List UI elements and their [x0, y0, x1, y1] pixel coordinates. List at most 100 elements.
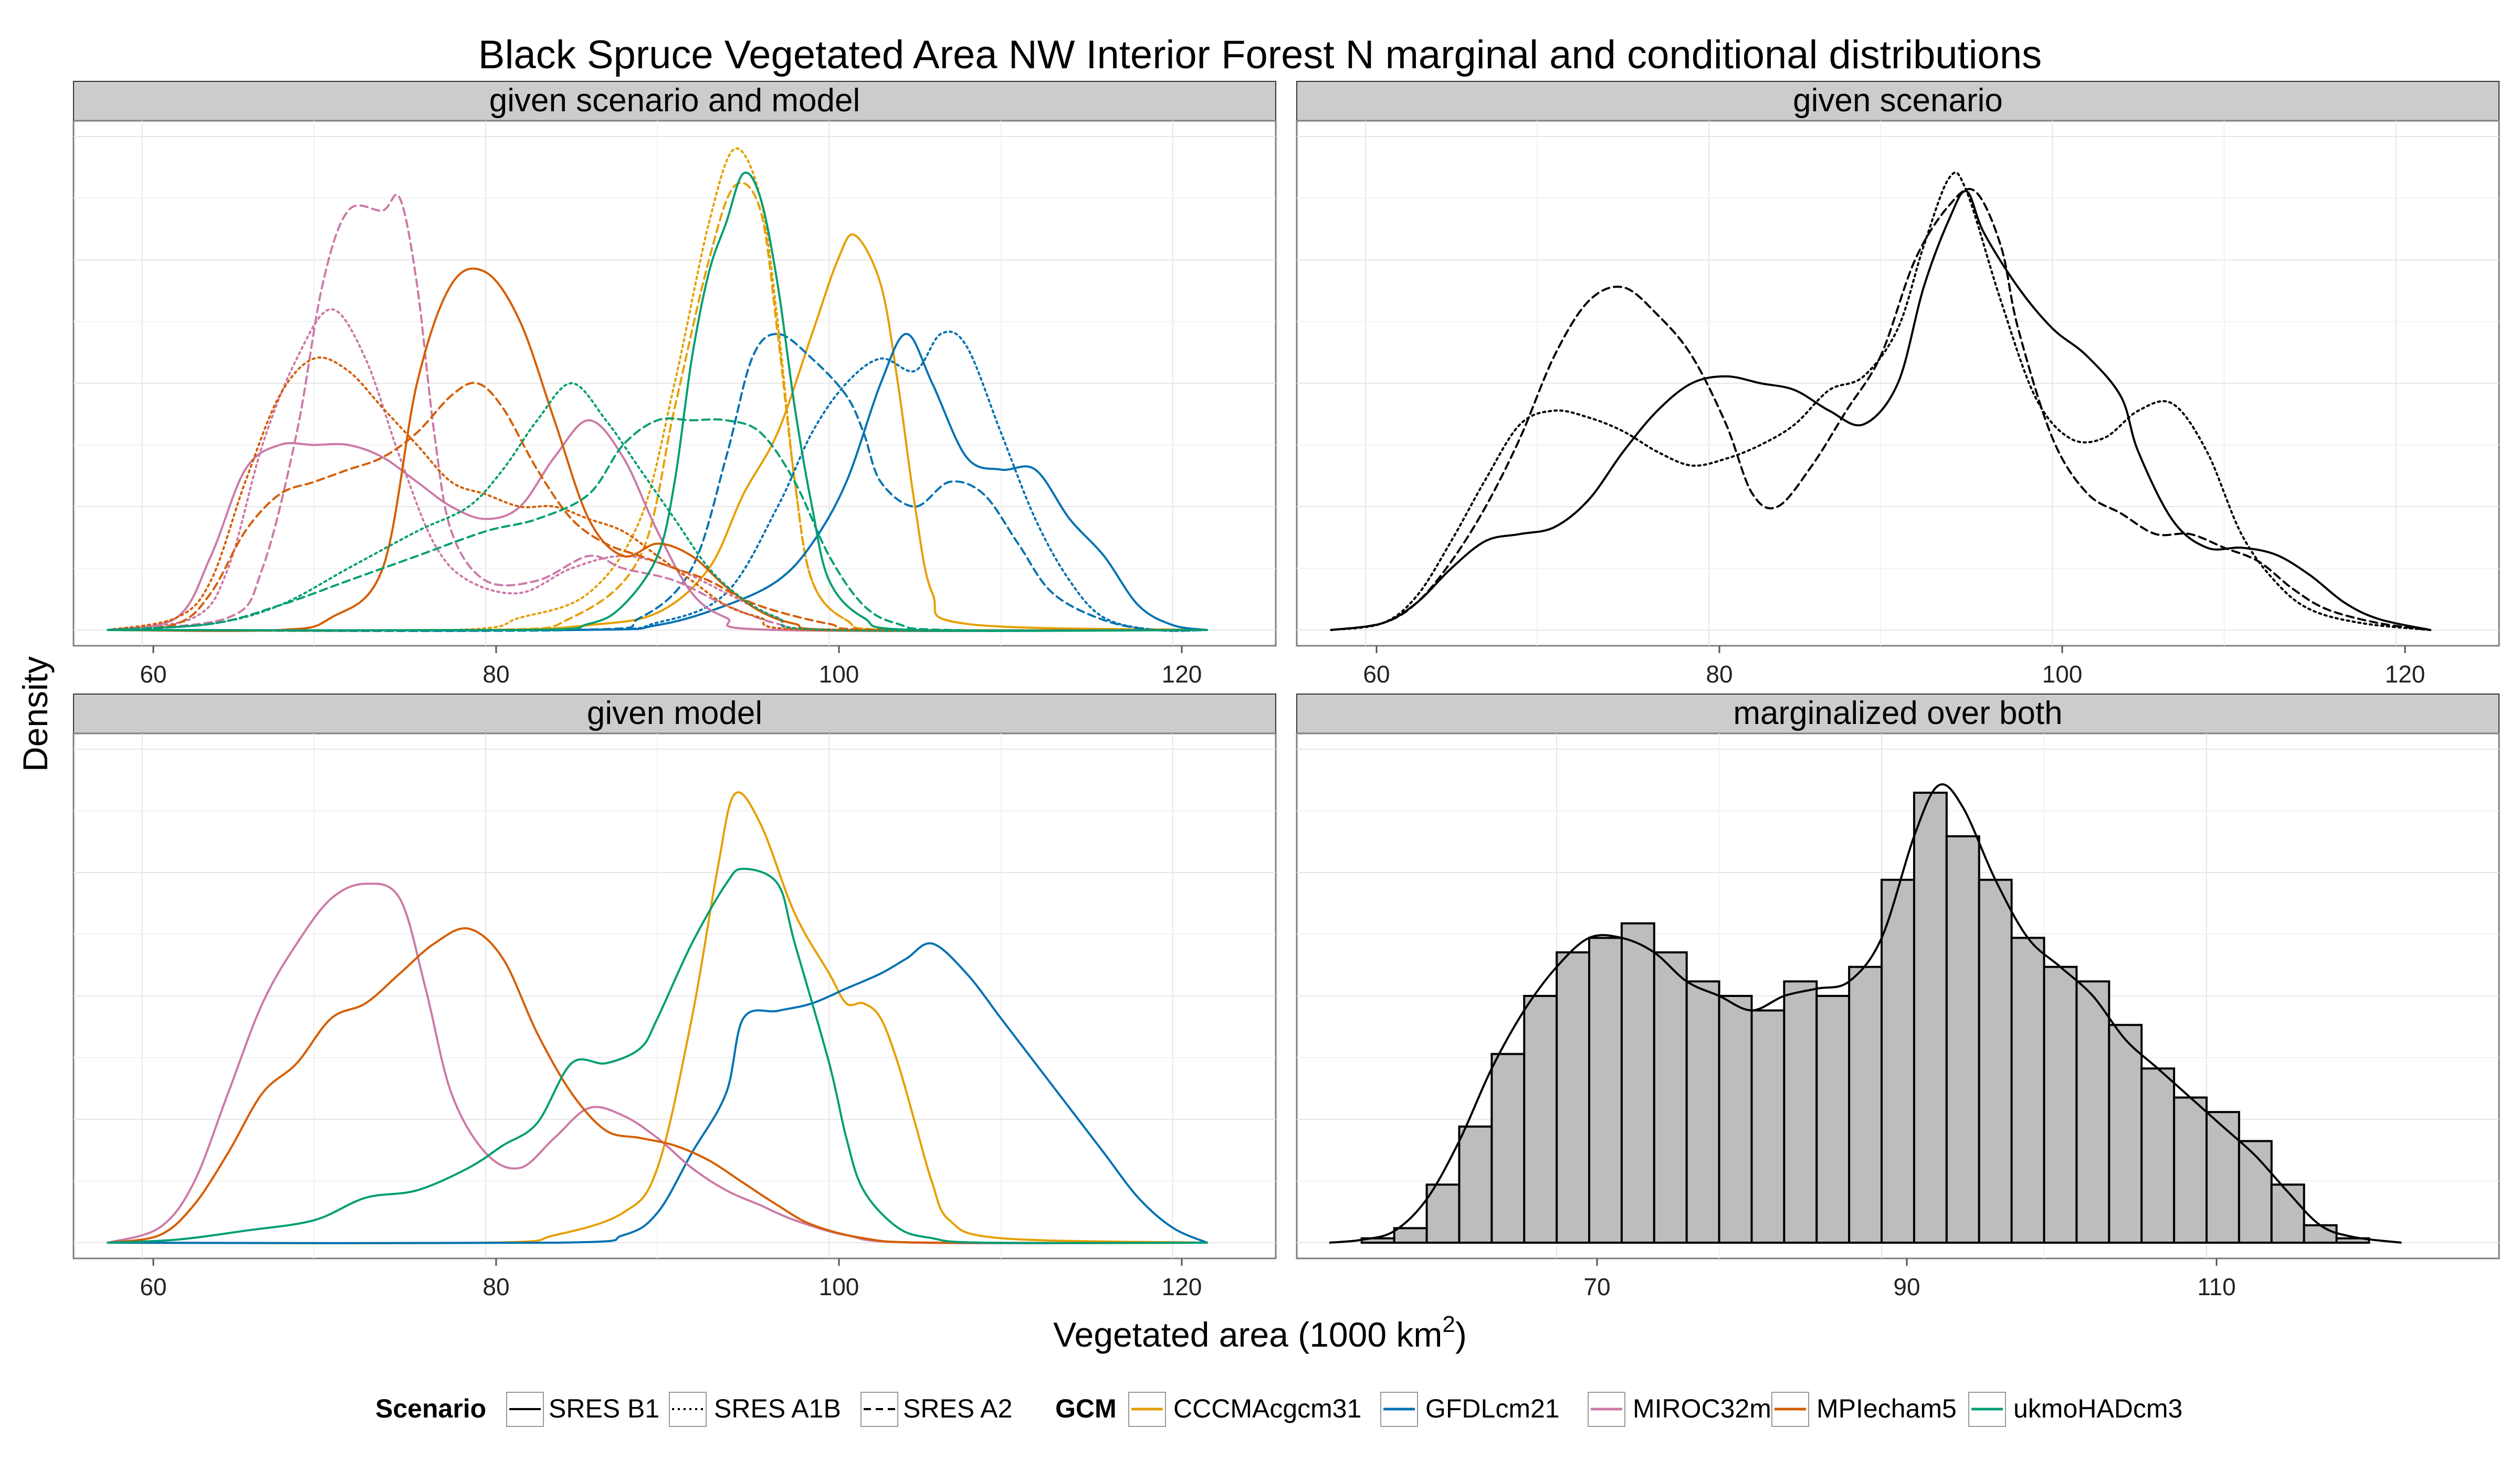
legend: Scenario SRES B1 SRES A1B SRES A2 GCM CC…: [375, 1392, 2182, 1427]
histogram-bar: [2270, 1183, 2305, 1244]
legend-key: [669, 1392, 707, 1427]
histogram-bar: [2075, 980, 2110, 1244]
x-tick-label: 110: [2197, 1273, 2235, 1300]
histogram-bar: [2043, 965, 2078, 1244]
x-axis-ticks: 70 90 110: [1583, 1258, 2236, 1300]
density-line-miroc32m-sres-a2: [107, 193, 1209, 632]
legend-item-gfdlcm21: GFDLcm21: [1380, 1392, 1560, 1427]
histogram-bars: [1360, 791, 2370, 1244]
density-line-ukmohadcm3-sres-b1: [107, 171, 1209, 632]
legend-label: MPIecham5: [1816, 1394, 1957, 1423]
x-axis-title-main: Vegetated area (1000 km: [1053, 1315, 1442, 1354]
density-line-ukmohadcm3-all: [107, 867, 1209, 1244]
x-axis-ticks: 60 80 100 120: [140, 1258, 1202, 1300]
legend-item-mpiecham5: MPIecham5: [1771, 1392, 1957, 1427]
histogram-bar: [1588, 937, 1623, 1244]
x-tick-label: 60: [1363, 660, 1390, 688]
histogram-bar: [2205, 1111, 2240, 1244]
histogram-bar: [1718, 995, 1753, 1244]
density-line-gfdlcm21-sres-a2: [107, 333, 1209, 632]
legend-label: SRES A1B: [714, 1394, 841, 1423]
histogram-bar: [2108, 1024, 2143, 1244]
strip-label: given scenario and model: [489, 82, 860, 119]
density-lines: [1330, 171, 2432, 631]
legend-label: GFDLcm21: [1425, 1394, 1560, 1423]
legend-item-sres-a2: SRES A2: [860, 1392, 1012, 1427]
x-tick-label: 100: [2042, 660, 2083, 688]
strip-background: [73, 694, 1276, 734]
density-line-gfdlcm21-sres-b1: [107, 333, 1209, 632]
strip-label: given scenario: [1793, 82, 2003, 119]
histogram-bar: [1458, 1125, 1493, 1244]
x-tick-label: 80: [1706, 660, 1732, 688]
legend-item-sres-b1: SRES B1: [506, 1392, 659, 1427]
density-line-ukmohadcm3-sres-a1b: [107, 382, 1209, 632]
legend-label: CCCMAcgcm31: [1173, 1394, 1361, 1423]
density-line-ukmohadcm3-sres-a2: [107, 417, 1209, 632]
x-axis-title-superscript: 2: [1442, 1311, 1455, 1337]
x-axis-ticks: 60 80 100 120: [140, 646, 1202, 688]
legend-label: SRES A2: [903, 1394, 1012, 1423]
legend-label: ukmoHADcm3: [2013, 1394, 2182, 1423]
density-line-cccmacgcm31-sres-a2: [107, 182, 1209, 632]
legend-item-sres-a1b: SRES A1B: [669, 1392, 841, 1427]
x-tick-label: 120: [1162, 660, 1202, 688]
histogram-bar: [1620, 922, 1655, 1244]
density-line-mpiecham5-sres-a1b: [107, 356, 1209, 632]
histogram-bar: [1653, 951, 1688, 1244]
x-axis-title-suffix: ): [1455, 1315, 1467, 1354]
chart-title: Black Spruce Vegetated Area NW Interior …: [478, 33, 2042, 77]
panel-given-scenario-and-model: given scenario and model 60 80 100 120: [72, 81, 1277, 688]
histogram-bar: [2173, 1096, 2208, 1244]
histogram-bar: [1393, 1227, 1428, 1244]
x-tick-label: 80: [482, 1273, 509, 1300]
strip-label: marginalized over both: [1733, 695, 2062, 731]
density-line-marginal: [1329, 783, 2402, 1244]
gridlines: [1297, 121, 2499, 646]
histogram-bar: [1913, 791, 1948, 1244]
x-tick-label: 60: [140, 1273, 166, 1300]
panel-marginalized-over-both: marginalized over both 70 90 110: [1296, 694, 2500, 1300]
histogram-bar: [1848, 965, 1883, 1244]
histogram-bar: [1523, 995, 1558, 1244]
density-line-cccmacgcm31-all: [107, 791, 1209, 1245]
x-axis-title: Vegetated area (1000 km2): [1053, 1311, 1467, 1354]
density-line-miroc32m-all: [107, 883, 1209, 1245]
x-tick-label: 70: [1583, 1273, 1610, 1300]
density-lines: [107, 147, 1209, 632]
histogram-bar: [2335, 1237, 2370, 1244]
legend-item-ukmohadcm3: ukmoHADcm3: [1968, 1392, 2182, 1427]
density-line-all-sres-a2: [1330, 187, 2432, 631]
density-line-gfdlcm21-sres-a1b: [107, 330, 1209, 632]
legend-scenario-title: Scenario: [375, 1394, 486, 1423]
histogram-bar: [1685, 980, 1720, 1244]
x-tick-label: 120: [1162, 1273, 1202, 1300]
legend-gcm-title: GCM: [1055, 1394, 1117, 1423]
histogram-bar: [1783, 980, 1818, 1244]
histogram-bar: [1978, 878, 2013, 1244]
x-tick-label: 60: [140, 660, 166, 688]
strip-label: given model: [587, 695, 762, 731]
density-line-all-sres-b1: [1330, 190, 2432, 631]
legend-item-cccmacgcm31: CCCMAcgcm31: [1128, 1392, 1361, 1427]
panel-given-scenario: given scenario 60 80 100 120: [1296, 81, 2500, 688]
histogram-bar: [2010, 937, 2045, 1244]
density-line-miroc32m-sres-b1: [107, 419, 1209, 632]
legend-label: MIROC32m: [1633, 1394, 1771, 1423]
histogram-bar: [1490, 1053, 1526, 1244]
x-tick-label: 120: [2385, 660, 2426, 688]
density-line-mpiecham5-sres-a2: [107, 382, 1209, 632]
histogram-bar: [1945, 835, 1980, 1244]
y-axis-title: Density: [16, 656, 55, 772]
density-line-gfdlcm21-all: [107, 942, 1209, 1245]
density-line-mpiecham5-sres-b1: [107, 267, 1209, 632]
histogram-bar: [1750, 1009, 1786, 1244]
density-lines: [107, 791, 1209, 1245]
legend-label: SRES B1: [549, 1394, 659, 1423]
histogram-bar: [2303, 1224, 2338, 1244]
density-line-all-sres-a1b: [1330, 171, 2432, 631]
strip-background: [1296, 81, 2500, 121]
histogram-bar: [2238, 1140, 2273, 1244]
density-lines: [1329, 783, 2402, 1244]
legend-item-miroc32m: MIROC32m: [1588, 1392, 1771, 1427]
